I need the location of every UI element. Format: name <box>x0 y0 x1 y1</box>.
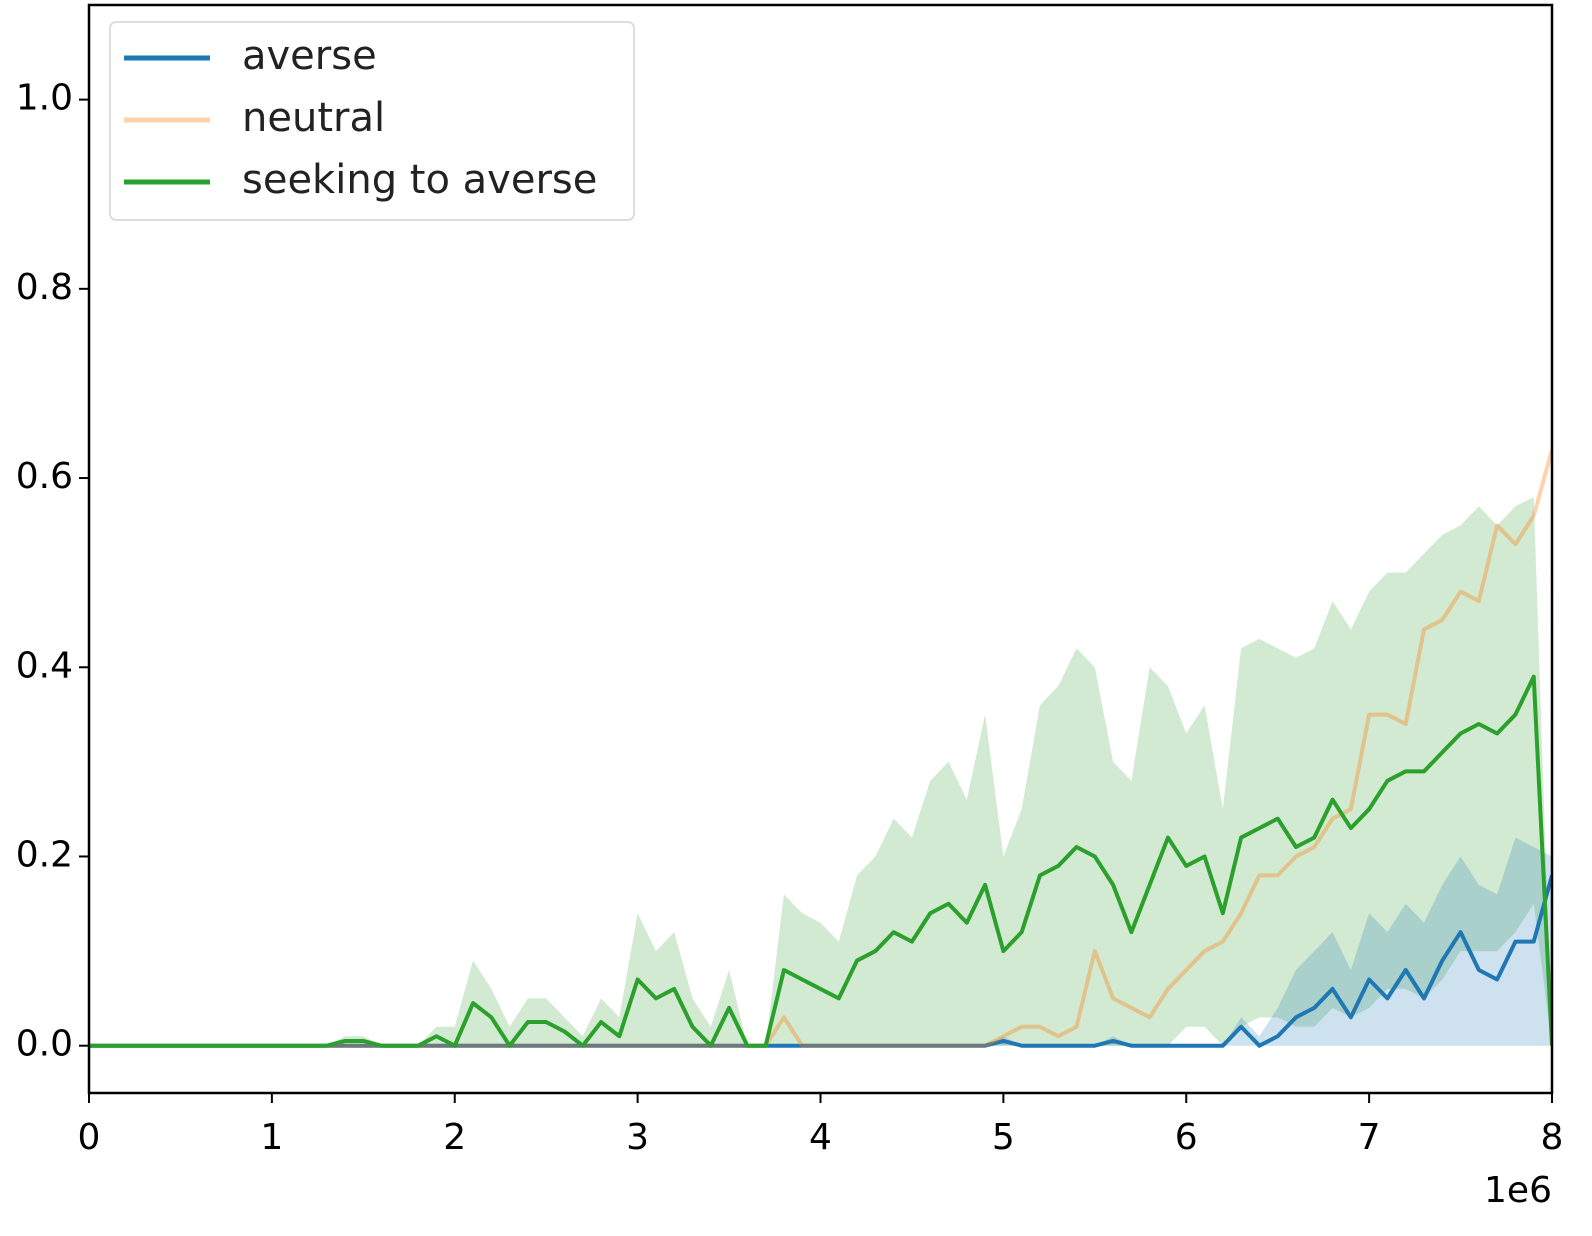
y-tick-label: 0.6 <box>16 456 73 497</box>
x-tick-label: 1 <box>260 1117 283 1158</box>
y-tick-label: 0.0 <box>16 1024 73 1065</box>
y-tick-label: 1.0 <box>16 78 73 119</box>
plot-frame <box>87 3 1554 1095</box>
legend-label: seeking to averse <box>242 157 597 203</box>
series-line <box>89 674 1552 1048</box>
x-tick-label: 0 <box>78 1117 101 1158</box>
x-offset-label: 1e6 <box>1484 1170 1552 1211</box>
y-tick-label: 0.8 <box>16 267 73 308</box>
legend-label: averse <box>242 33 377 79</box>
legend-box <box>109 21 635 221</box>
band <box>89 837 1552 1046</box>
x-tick-label: 2 <box>443 1117 466 1158</box>
y-tick-label: 0.4 <box>16 645 73 686</box>
x-tick-label: 5 <box>992 1117 1015 1158</box>
x-tick-label: 4 <box>809 1117 832 1158</box>
x-tick-label: 8 <box>1541 1117 1564 1158</box>
x-tick-label: 3 <box>626 1117 649 1158</box>
x-tick-label: 6 <box>1175 1117 1198 1158</box>
y-tick-label: 0.2 <box>16 834 73 875</box>
legend-label: neutral <box>242 95 385 141</box>
x-tick-label: 7 <box>1358 1117 1381 1158</box>
band <box>89 496 1552 1046</box>
